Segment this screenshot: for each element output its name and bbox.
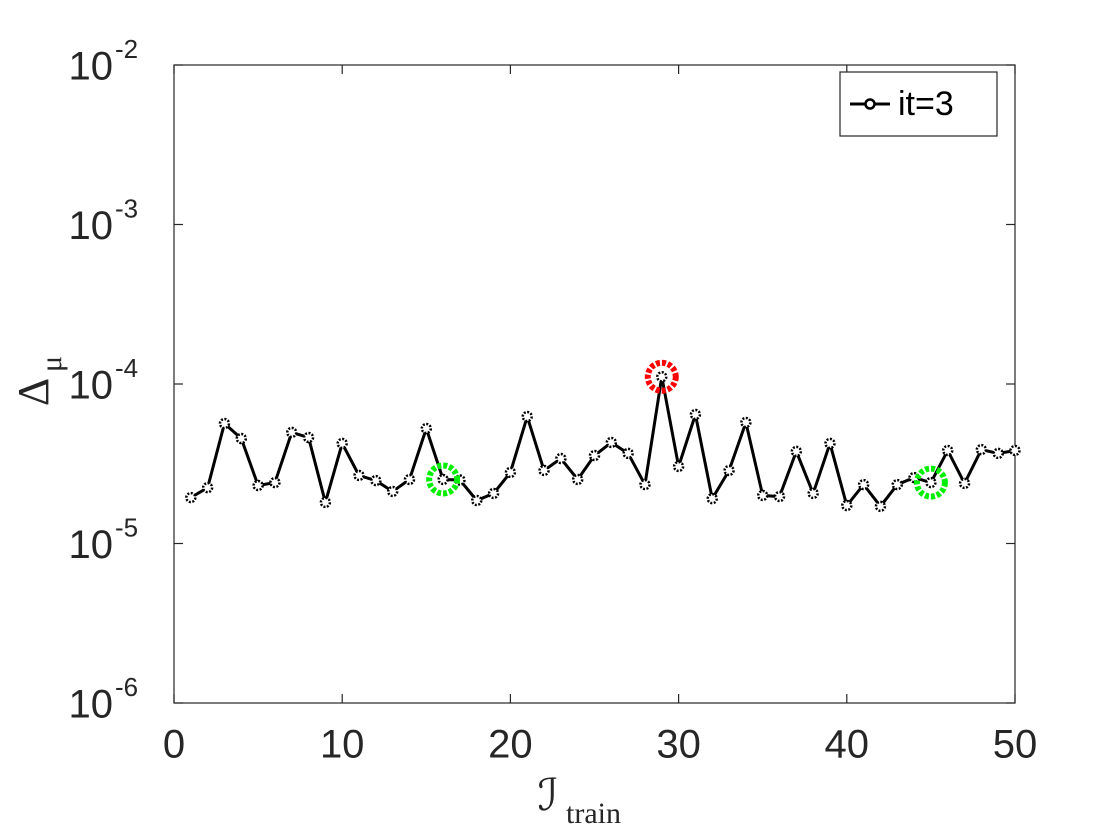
marker: [319, 496, 332, 509]
marker: [218, 417, 231, 430]
marker: [555, 452, 567, 465]
y-axis-label: Δ: [9, 378, 58, 406]
marker: [571, 473, 584, 486]
x-axis-label-subscript: train: [566, 797, 621, 830]
y-axis-label-group: Δμ: [9, 356, 68, 406]
marker: [656, 371, 668, 383]
marker: [992, 447, 1004, 460]
y-tick-label: 10: [69, 364, 114, 408]
legend-label: it=3: [898, 85, 954, 123]
y-tick-label: 10: [69, 204, 114, 248]
marker: [824, 437, 836, 450]
marker: [874, 500, 887, 513]
marker: [773, 490, 786, 503]
marker: [706, 492, 718, 505]
highlight-marker: [426, 462, 461, 497]
marker: [487, 487, 500, 500]
x-axis-label: ℐ: [538, 771, 559, 820]
marker: [622, 447, 634, 460]
marker: [1009, 444, 1021, 457]
marker: [420, 422, 433, 435]
x-tick-label: 50: [993, 723, 1038, 767]
highlight-marker: [644, 359, 679, 394]
marker: [925, 476, 937, 489]
marker: [672, 460, 685, 473]
marker: [891, 478, 904, 491]
marker: [975, 443, 988, 456]
marker: [639, 478, 651, 491]
x-tick-label: 30: [656, 723, 701, 767]
marker: [386, 485, 399, 498]
y-tick-exponent: -2: [115, 34, 138, 64]
legend-marker: [864, 98, 876, 110]
marker: [689, 408, 702, 421]
marker: [504, 466, 517, 479]
marker: [370, 474, 382, 487]
plot-area: [173, 64, 1016, 704]
y-tick-exponent: -6: [115, 672, 138, 702]
marker: [252, 479, 264, 492]
y-tick-label: 10: [69, 683, 114, 727]
y-tick-label: 10: [69, 45, 114, 89]
y-tick-exponent: -5: [115, 512, 138, 542]
marker: [403, 473, 416, 486]
y-tick-exponent: -3: [115, 193, 138, 223]
marker: [336, 437, 348, 450]
marker: [807, 487, 819, 500]
x-tick-label: 20: [488, 723, 533, 767]
marker: [941, 444, 954, 457]
marker: [353, 469, 365, 482]
marker: [841, 499, 853, 512]
marker: [588, 449, 601, 462]
marker: [235, 432, 248, 445]
x-tick-label: 10: [320, 723, 365, 767]
marker: [285, 426, 298, 439]
x-tick-label: 40: [825, 723, 870, 767]
marker: [790, 445, 803, 458]
marker: [302, 431, 315, 444]
marker: [521, 410, 533, 423]
x-tick-label: 0: [163, 723, 185, 767]
marker: [756, 489, 769, 502]
marker: [471, 494, 483, 507]
marker: [605, 436, 618, 449]
marker: [269, 476, 281, 489]
marker: [437, 473, 449, 486]
y-tick-label: 10: [69, 523, 114, 567]
marker: [538, 464, 550, 477]
marker: [201, 481, 214, 494]
y-axis-label-subscript: μ: [35, 356, 68, 372]
marker: [723, 464, 735, 477]
marker: [185, 491, 197, 504]
highlight-marker: [913, 465, 948, 500]
marker: [857, 478, 870, 491]
marker: [958, 477, 971, 490]
y-tick-exponent: -4: [115, 353, 138, 383]
marker: [740, 416, 752, 429]
